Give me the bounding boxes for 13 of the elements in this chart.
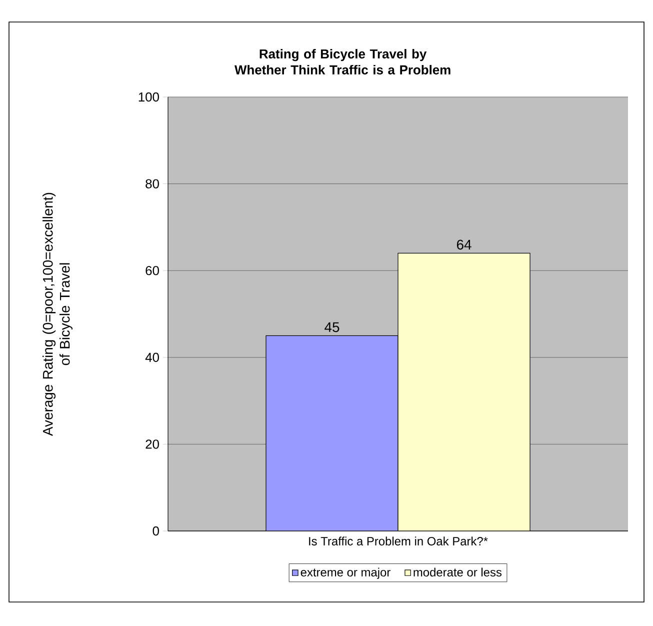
x-axis-title: Is Traffic a Problem in Oak Park?* <box>309 536 488 546</box>
data-label: 45 <box>324 322 340 332</box>
legend-label: moderate or less <box>414 568 502 576</box>
y-tick-label: 0 <box>152 526 159 536</box>
y-tick-label: 20 <box>146 440 159 449</box>
y-tick-label: 80 <box>146 179 159 188</box>
legend-label: extreme or major <box>300 568 390 579</box>
data-label: 64 <box>456 240 472 250</box>
y-axis-title: Average Rating (0=poor,100=excellent) of Bicycle Travel <box>42 192 72 436</box>
y-tick-label: 100 <box>138 92 159 102</box>
y-tick-label: 40 <box>145 352 159 362</box>
chart-title: Rating of Bicycle Travel by Whether Think Traffic is a Problem <box>234 49 450 74</box>
y-tick-label: 60 <box>146 266 159 276</box>
